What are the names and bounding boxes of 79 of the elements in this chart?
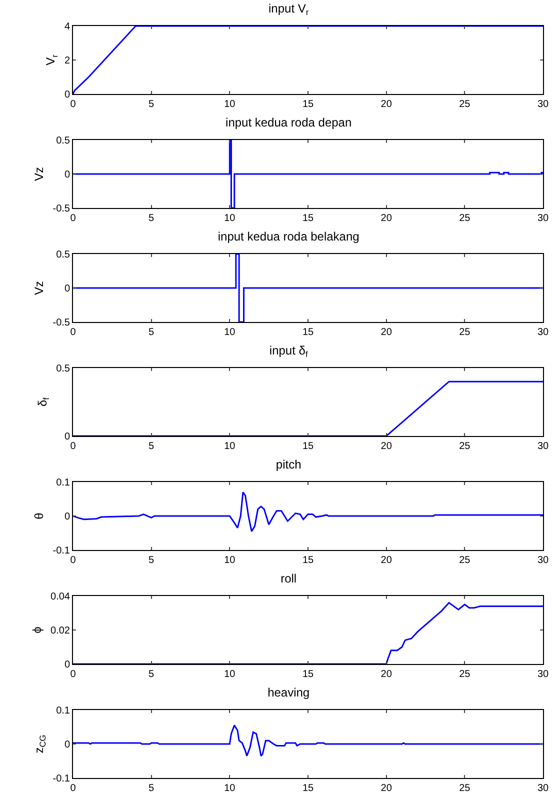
x-tick-label: 20 <box>380 327 392 338</box>
x-tick-label: 15 <box>302 669 314 680</box>
x-tick-label: 5 <box>148 99 155 110</box>
x-tick-label: 10 <box>224 213 236 224</box>
y-tick-label: 0.02 <box>50 626 70 636</box>
x-tick-label: 25 <box>459 555 471 566</box>
x-tick-label: 25 <box>459 99 471 110</box>
x-tick-label: 10 <box>224 555 236 566</box>
y-tick-label: 0.04 <box>50 592 70 602</box>
line-series <box>73 380 543 436</box>
y-tick-label: 2 <box>64 56 70 66</box>
chart-title: input δ$_{f}$ <box>269 343 308 359</box>
x-tick-label: 15 <box>302 783 314 794</box>
x-tick-label: 15 <box>302 555 314 566</box>
x-tick-label: 20 <box>380 441 392 452</box>
chart-title: input V$_{r}$ <box>268 1 309 17</box>
x-tick-label: 25 <box>459 669 471 680</box>
x-tick-label: 30 <box>537 555 549 566</box>
x-tick-label: 15 <box>302 99 314 110</box>
y-tick-label: 0.5 <box>56 250 70 260</box>
x-tick-label: 20 <box>380 555 392 566</box>
x-tick-label: 25 <box>459 441 471 452</box>
y-axis-title: ϕ <box>30 626 44 634</box>
y-tick-label: 0.1 <box>56 478 70 488</box>
x-tick-label: 25 <box>459 213 471 224</box>
x-tick-label: 5 <box>148 669 155 680</box>
x-tick-label: 30 <box>537 669 549 680</box>
line-series <box>73 26 543 94</box>
x-tick-label: 25 <box>459 327 471 338</box>
y-tick-label: -0.1 <box>52 774 70 784</box>
x-tick-label: 5 <box>148 555 155 566</box>
y-tick-label: 0 <box>64 660 70 670</box>
y-tick-label: 0.5 <box>56 136 70 146</box>
line-series <box>73 491 543 532</box>
x-tick-label: 10 <box>224 99 236 110</box>
x-tick-label: 30 <box>537 441 549 452</box>
y-tick-label: 0.1 <box>56 706 70 716</box>
x-tick-label: 10 <box>224 783 236 794</box>
y-tick-label: 0 <box>64 512 70 522</box>
y-tick-label: 0 <box>64 432 70 442</box>
line-series <box>73 724 543 757</box>
chart-title: input kedua roda belakang <box>218 229 360 244</box>
line-series <box>73 602 543 664</box>
x-tick-label: 5 <box>148 327 155 338</box>
x-tick-label: 30 <box>537 213 549 224</box>
x-tick-label: 15 <box>302 213 314 224</box>
y-tick-label: 4 <box>64 22 70 32</box>
y-tick-label: 0 <box>64 170 70 180</box>
x-tick-label: 15 <box>302 327 314 338</box>
chart-title: heaving <box>268 685 310 700</box>
x-tick-label: 5 <box>148 783 155 794</box>
x-tick-label: 5 <box>148 213 155 224</box>
x-tick-label: 20 <box>380 99 392 110</box>
y-axis-title: Vz <box>32 166 46 182</box>
x-tick-label: 20 <box>380 783 392 794</box>
x-tick-label: 10 <box>224 441 236 452</box>
y-tick-label: 0.5 <box>56 364 70 374</box>
chart-title: pitch <box>276 457 302 472</box>
y-tick-label: 0 <box>64 284 70 294</box>
x-tick-label: 30 <box>537 327 549 338</box>
x-tick-label: 20 <box>380 213 392 224</box>
x-tick-label: 25 <box>459 783 471 794</box>
x-tick-label: 10 <box>224 327 236 338</box>
x-tick-label: 30 <box>537 99 549 110</box>
x-tick-label: 20 <box>380 669 392 680</box>
y-axis-title: θ <box>32 512 46 520</box>
y-tick-label: 0 <box>64 90 70 100</box>
y-axis-title: Vz <box>32 280 46 296</box>
x-tick-label: 5 <box>148 441 155 452</box>
y-tick-label: -0.5 <box>52 204 70 214</box>
chart-title: input kedua roda depan <box>226 115 352 130</box>
y-tick-label: 0 <box>64 740 70 750</box>
x-tick-label: 30 <box>537 783 549 794</box>
chart-title: roll <box>280 571 297 586</box>
y-tick-label: -0.1 <box>52 546 70 556</box>
line-series <box>73 140 543 208</box>
y-tick-label: -0.5 <box>52 318 70 328</box>
x-tick-label: 10 <box>224 669 236 680</box>
x-tick-label: 15 <box>302 441 314 452</box>
